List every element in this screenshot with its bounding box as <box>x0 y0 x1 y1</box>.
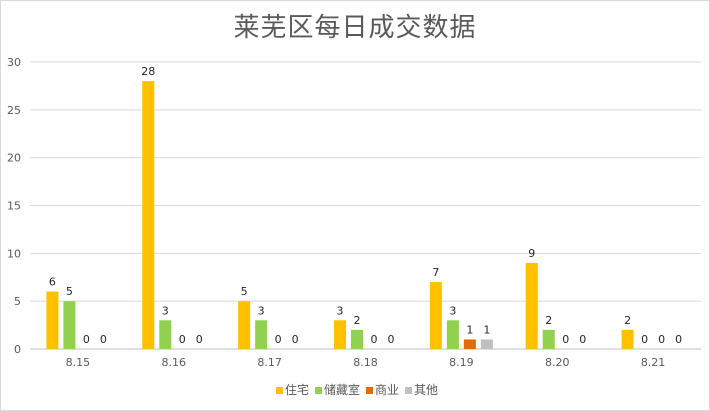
data-label: 2 <box>354 314 361 327</box>
y-tick-label: 5 <box>14 295 21 308</box>
data-label: 0 <box>675 333 682 346</box>
data-label: 2 <box>545 314 552 327</box>
x-tick-label: 8.18 <box>353 356 378 369</box>
data-label: 0 <box>658 333 665 346</box>
y-tick-label: 30 <box>7 56 21 69</box>
x-tick-label: 8.15 <box>66 356 91 369</box>
data-label: 0 <box>100 333 107 346</box>
data-label: 3 <box>162 304 169 317</box>
data-label: 0 <box>388 333 395 346</box>
data-label: 0 <box>579 333 586 346</box>
data-label: 0 <box>562 333 569 346</box>
bar <box>351 329 363 349</box>
bar <box>63 301 76 349</box>
data-label: 1 <box>483 323 490 336</box>
data-label: 9 <box>528 247 535 260</box>
x-tick-label: 8.21 <box>641 356 666 369</box>
data-label: 6 <box>49 276 56 289</box>
data-label: 5 <box>241 285 248 298</box>
data-label: 0 <box>196 333 203 346</box>
bar <box>525 262 538 349</box>
data-label: 0 <box>292 333 299 346</box>
data-label: 0 <box>371 333 378 346</box>
x-tick-label: 8.17 <box>257 356 282 369</box>
bar <box>142 81 155 349</box>
legend-label: 住宅 <box>285 382 309 397</box>
y-tick-label: 10 <box>7 247 21 260</box>
x-tick-label: 8.19 <box>449 356 474 369</box>
x-tick-label: 8.20 <box>545 356 570 369</box>
y-tick-label: 15 <box>7 200 21 213</box>
bar <box>621 329 634 349</box>
legend-swatch <box>366 387 373 394</box>
y-tick-label: 0 <box>14 343 21 356</box>
data-label: 0 <box>275 333 282 346</box>
y-tick-label: 20 <box>7 152 21 165</box>
bar <box>255 320 268 349</box>
legend-swatch <box>405 387 412 394</box>
legend-label: 商业 <box>375 382 399 397</box>
legend-swatch <box>276 387 283 394</box>
legend-swatch <box>315 387 322 394</box>
data-label: 3 <box>258 304 265 317</box>
data-label: 5 <box>66 285 73 298</box>
legend-label: 储藏室 <box>324 382 360 397</box>
bar <box>46 291 59 349</box>
bar <box>159 320 172 349</box>
data-label: 7 <box>432 266 439 279</box>
bar <box>480 339 493 349</box>
data-label: 28 <box>141 65 155 78</box>
bar <box>334 320 346 349</box>
data-label: 2 <box>624 314 631 327</box>
data-label: 3 <box>449 304 456 317</box>
bar <box>429 282 442 349</box>
bar <box>542 329 555 349</box>
x-tick-label: 8.16 <box>162 356 187 369</box>
bar <box>463 339 476 349</box>
legend-label: 其他 <box>414 383 438 397</box>
data-label: 1 <box>466 323 473 336</box>
bar <box>446 320 459 349</box>
data-label: 3 <box>337 304 344 317</box>
chart-title: 莱芜区每日成交数据 <box>233 13 477 43</box>
data-label: 0 <box>83 333 90 346</box>
y-tick-label: 25 <box>7 104 21 117</box>
bar <box>238 301 251 349</box>
data-label: 0 <box>641 333 648 346</box>
data-label: 0 <box>179 333 186 346</box>
